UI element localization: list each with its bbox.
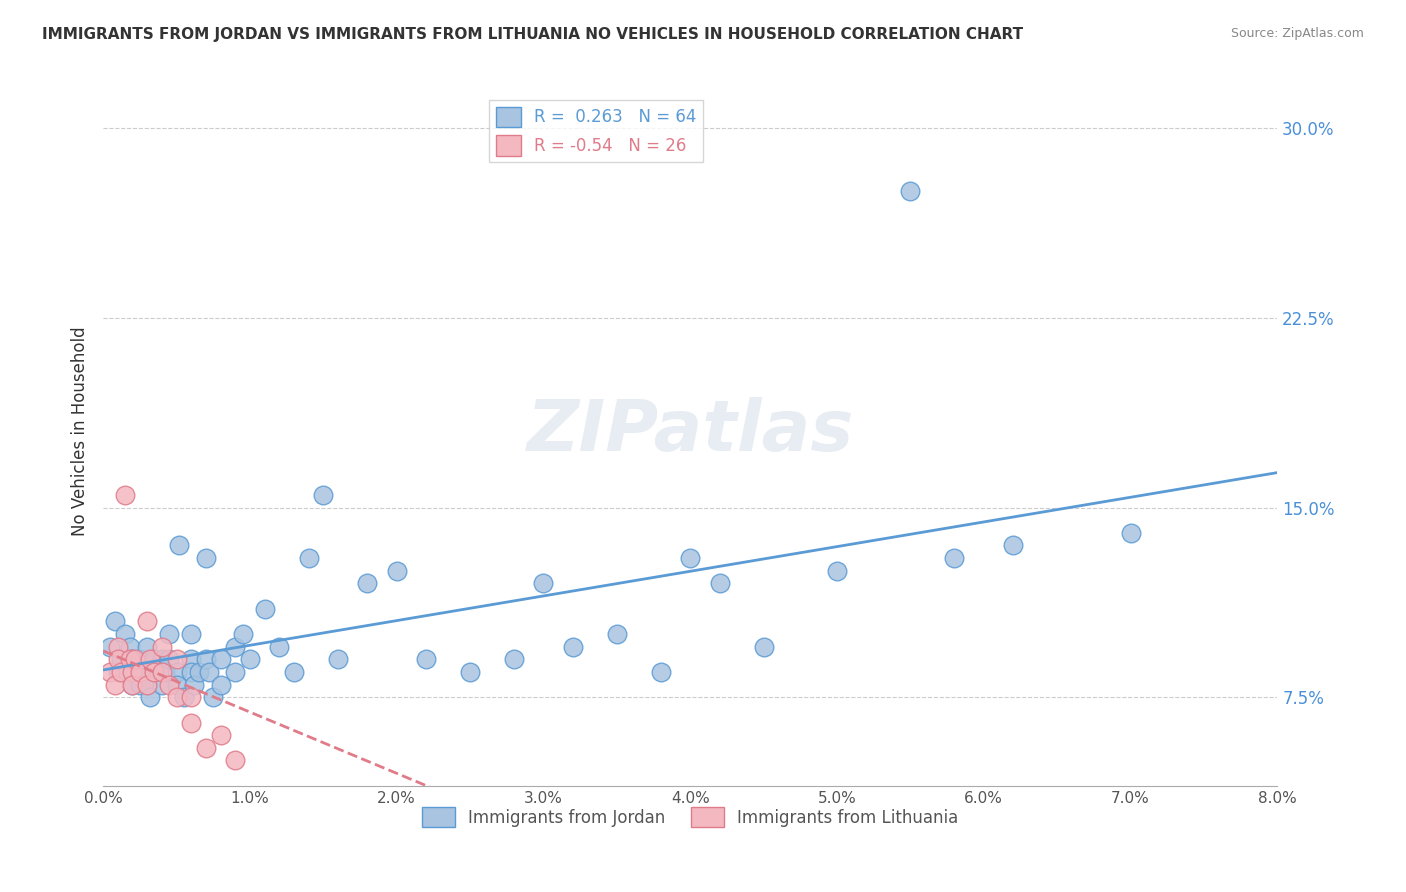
Text: ZIPatlas: ZIPatlas xyxy=(526,397,853,467)
Point xyxy=(166,677,188,691)
Point xyxy=(415,652,437,666)
Point xyxy=(136,615,159,629)
Point xyxy=(458,665,481,679)
Point xyxy=(143,665,166,679)
Point xyxy=(209,652,232,666)
Point xyxy=(124,665,146,679)
Point xyxy=(752,640,775,654)
Point xyxy=(173,690,195,705)
Y-axis label: No Vehicles in Household: No Vehicles in Household xyxy=(72,326,89,536)
Point xyxy=(198,665,221,679)
Point xyxy=(269,640,291,654)
Point xyxy=(121,677,143,691)
Point xyxy=(150,665,173,679)
Point xyxy=(104,677,127,691)
Point xyxy=(136,640,159,654)
Point xyxy=(187,665,209,679)
Point xyxy=(169,538,191,552)
Point xyxy=(679,551,702,566)
Point xyxy=(143,652,166,666)
Point xyxy=(224,754,246,768)
Point xyxy=(157,677,180,691)
Point xyxy=(606,627,628,641)
Point xyxy=(183,677,205,691)
Point xyxy=(224,665,246,679)
Point xyxy=(253,601,276,615)
Point xyxy=(898,184,921,198)
Point xyxy=(209,677,232,691)
Point xyxy=(239,652,262,666)
Point xyxy=(202,690,225,705)
Point xyxy=(136,677,159,691)
Point xyxy=(326,652,349,666)
Point xyxy=(606,830,628,844)
Point xyxy=(150,652,173,666)
Point xyxy=(533,576,555,591)
Point xyxy=(166,690,188,705)
Point xyxy=(180,652,202,666)
Point xyxy=(136,665,159,679)
Text: IMMIGRANTS FROM JORDAN VS IMMIGRANTS FROM LITHUANIA NO VEHICLES IN HOUSEHOLD COR: IMMIGRANTS FROM JORDAN VS IMMIGRANTS FRO… xyxy=(42,27,1024,42)
Point xyxy=(104,615,127,629)
Point xyxy=(157,652,180,666)
Point xyxy=(166,652,188,666)
Point xyxy=(150,640,173,654)
Point xyxy=(157,627,180,641)
Point xyxy=(100,665,122,679)
Point xyxy=(107,665,129,679)
Point xyxy=(209,728,232,742)
Point xyxy=(100,640,122,654)
Point xyxy=(194,652,217,666)
Point xyxy=(312,488,335,502)
Point xyxy=(650,665,672,679)
Point xyxy=(121,665,143,679)
Point xyxy=(283,665,305,679)
Point xyxy=(1002,538,1025,552)
Point xyxy=(128,677,150,691)
Point xyxy=(224,640,246,654)
Point xyxy=(503,652,526,666)
Point xyxy=(194,740,217,755)
Text: Source: ZipAtlas.com: Source: ZipAtlas.com xyxy=(1230,27,1364,40)
Legend: Immigrants from Jordan, Immigrants from Lithuania: Immigrants from Jordan, Immigrants from … xyxy=(415,800,966,834)
Point xyxy=(825,564,848,578)
Point xyxy=(128,652,150,666)
Point xyxy=(356,576,378,591)
Point xyxy=(709,576,731,591)
Point xyxy=(180,690,202,705)
Point xyxy=(150,677,173,691)
Point xyxy=(180,665,202,679)
Point xyxy=(110,665,132,679)
Point xyxy=(124,652,146,666)
Point xyxy=(114,488,136,502)
Point xyxy=(232,627,254,641)
Point xyxy=(153,665,176,679)
Point xyxy=(139,652,162,666)
Point xyxy=(110,652,132,666)
Point xyxy=(1119,525,1142,540)
Point xyxy=(143,665,166,679)
Point xyxy=(297,551,319,566)
Point xyxy=(118,640,141,654)
Point xyxy=(107,640,129,654)
Point xyxy=(561,640,583,654)
Point xyxy=(166,665,188,679)
Point xyxy=(118,652,141,666)
Point xyxy=(121,652,143,666)
Point xyxy=(136,677,159,691)
Point xyxy=(114,627,136,641)
Point xyxy=(385,564,408,578)
Point xyxy=(943,551,966,566)
Point xyxy=(128,665,150,679)
Point xyxy=(121,677,143,691)
Point xyxy=(107,652,129,666)
Point xyxy=(139,690,162,705)
Point xyxy=(180,627,202,641)
Point xyxy=(194,551,217,566)
Point xyxy=(180,715,202,730)
